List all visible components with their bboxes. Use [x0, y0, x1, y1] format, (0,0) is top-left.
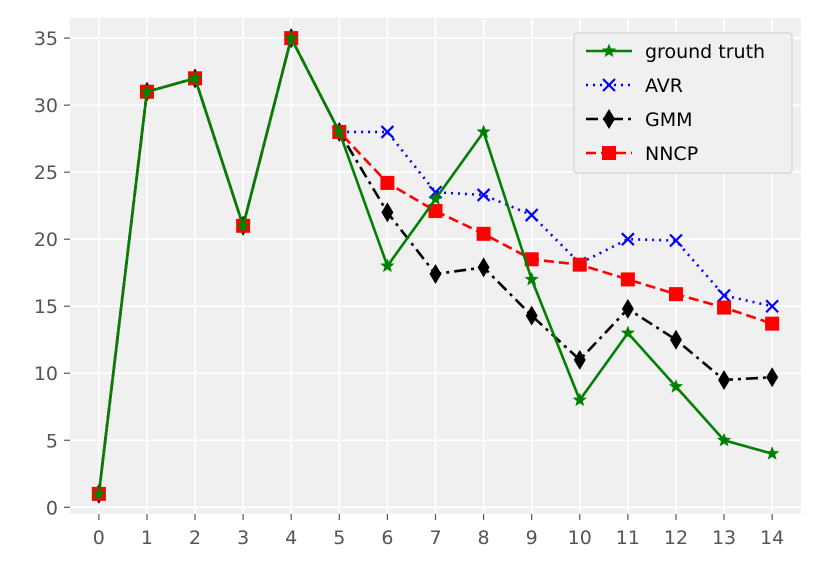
- data-point: [716, 432, 732, 447]
- marker-stroke: [717, 288, 731, 303]
- marker-stroke: [476, 188, 491, 202]
- x-tick-label: 13: [712, 527, 736, 549]
- data-point: [524, 208, 539, 222]
- x-tick-label: 5: [333, 527, 345, 549]
- legend-label: GMM: [645, 109, 693, 131]
- data-point: [621, 232, 635, 246]
- data-point: [428, 191, 443, 206]
- x-tick-label: 2: [189, 527, 201, 549]
- data-point: [717, 300, 732, 315]
- legend-item: NNCP: [586, 143, 698, 165]
- marker-stroke: [380, 125, 395, 139]
- data-point: [620, 325, 635, 340]
- x-tick-label: 3: [237, 527, 249, 549]
- data-point: [380, 258, 395, 273]
- data-point: [572, 257, 587, 272]
- marker-stroke: [621, 232, 635, 246]
- data-point: [766, 367, 779, 388]
- y-tick-label: 35: [34, 28, 58, 50]
- legend-item: AVR: [586, 75, 683, 97]
- data-point: [477, 257, 490, 278]
- data-point: [381, 202, 394, 223]
- legend-marker: [603, 109, 615, 129]
- data-point: [524, 271, 539, 286]
- data-point: [524, 252, 539, 267]
- data-point: [380, 125, 395, 139]
- legend-label: NNCP: [645, 143, 698, 165]
- x-tick-label: 8: [478, 527, 490, 549]
- data-point: [428, 204, 443, 219]
- data-point: [476, 226, 491, 241]
- data-point: [429, 264, 442, 285]
- series-line: [97, 34, 773, 495]
- data-point: [669, 329, 682, 350]
- y-tick-label: 0: [46, 497, 58, 519]
- legend-marker: [602, 78, 616, 92]
- x-tick-label: 0: [93, 527, 105, 549]
- data-point: [284, 30, 299, 45]
- data-point: [572, 392, 587, 407]
- legend-marker: [601, 43, 617, 58]
- data-point: [236, 218, 251, 232]
- legend-label: AVR: [645, 75, 683, 97]
- data-point: [620, 272, 635, 287]
- y-tick-label: 10: [34, 363, 58, 385]
- x-tick-label: 1: [141, 527, 153, 549]
- legend-marker: [602, 146, 616, 160]
- y-tick-label: 5: [46, 430, 58, 452]
- data-point: [380, 175, 395, 190]
- data-point: [139, 84, 155, 98]
- x-tick-label: 10: [568, 527, 592, 549]
- data-point: [332, 124, 347, 139]
- y-tick-label: 20: [34, 229, 58, 251]
- legend-item: ground truth: [586, 41, 765, 63]
- y-tick-label: 15: [34, 296, 58, 318]
- data-point: [476, 124, 491, 139]
- y-tick-label: 30: [34, 95, 58, 117]
- data-point: [669, 233, 683, 248]
- data-point: [717, 288, 731, 303]
- x-tick-label: 6: [381, 527, 393, 549]
- data-point: [765, 446, 780, 460]
- y-tick-label: 25: [34, 162, 58, 184]
- x-tick-label: 7: [429, 527, 441, 549]
- x-tick-label: 4: [285, 527, 297, 549]
- legend: ground truth AVR GMM NNCP: [573, 32, 793, 174]
- data-point: [765, 299, 779, 313]
- data-point: [621, 298, 634, 319]
- x-axis-tick-labels: 0 1 2 3 4 5 6 7 8 9 10 11 12 13 14: [93, 514, 784, 549]
- x-tick-label: 11: [616, 527, 640, 549]
- marker-stroke: [602, 78, 616, 92]
- series-layer: [91, 28, 780, 504]
- legend-box: [573, 32, 793, 174]
- legend-label: ground truth: [645, 41, 765, 63]
- series-ground-truth: [91, 30, 780, 500]
- data-point: [765, 316, 780, 331]
- x-tick-label: 9: [526, 527, 538, 549]
- data-point: [573, 349, 586, 370]
- y-axis-tick-labels: 0 5 10 15 20 25 30 35: [34, 28, 70, 519]
- legend-item: GMM: [586, 109, 693, 131]
- data-point: [668, 287, 683, 302]
- marker-stroke: [524, 208, 539, 222]
- marker-stroke: [765, 299, 779, 313]
- marker-stroke: [669, 233, 683, 248]
- data-point: [668, 379, 684, 393]
- data-point: [187, 70, 203, 85]
- x-tick-label: 14: [760, 527, 784, 549]
- x-tick-label: 12: [664, 527, 688, 549]
- data-point: [525, 305, 538, 326]
- data-point: [91, 486, 106, 500]
- data-point: [718, 369, 731, 390]
- data-point: [476, 188, 491, 202]
